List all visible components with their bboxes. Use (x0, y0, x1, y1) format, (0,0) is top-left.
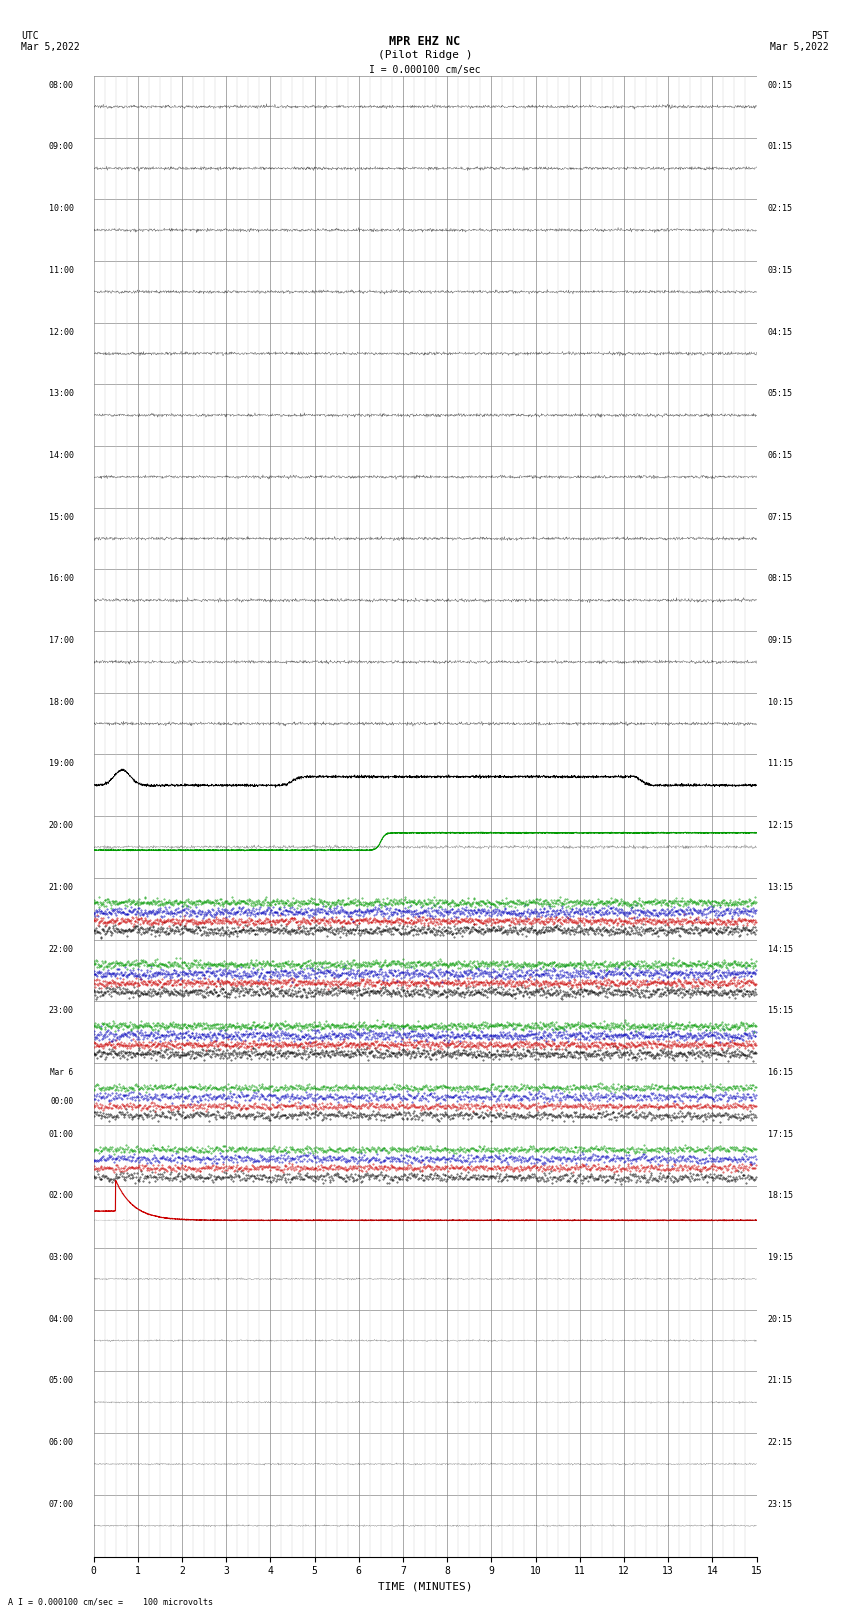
Text: 06:00: 06:00 (48, 1439, 74, 1447)
Text: 10:00: 10:00 (48, 205, 74, 213)
Text: Mar 6: Mar 6 (50, 1068, 74, 1077)
Text: 04:15: 04:15 (768, 327, 792, 337)
Text: 09:15: 09:15 (768, 636, 792, 645)
Text: 08:00: 08:00 (48, 81, 74, 90)
Text: 00:00: 00:00 (50, 1097, 74, 1107)
Text: 23:00: 23:00 (48, 1007, 74, 1015)
Text: 09:00: 09:00 (48, 142, 74, 152)
Text: 07:15: 07:15 (768, 513, 792, 521)
Text: UTC: UTC (21, 31, 39, 40)
Text: 08:15: 08:15 (768, 574, 792, 584)
Text: 19:15: 19:15 (768, 1253, 792, 1261)
Text: 18:15: 18:15 (768, 1192, 792, 1200)
Text: 15:00: 15:00 (48, 513, 74, 521)
Text: 03:00: 03:00 (48, 1253, 74, 1261)
Text: 23:15: 23:15 (768, 1500, 792, 1508)
Text: 21:15: 21:15 (768, 1376, 792, 1386)
Text: 13:00: 13:00 (48, 389, 74, 398)
Text: 00:15: 00:15 (768, 81, 792, 90)
Text: 11:00: 11:00 (48, 266, 74, 274)
Text: 17:15: 17:15 (768, 1129, 792, 1139)
Text: (Pilot Ridge ): (Pilot Ridge ) (377, 50, 473, 60)
Text: 01:15: 01:15 (768, 142, 792, 152)
Text: 15:15: 15:15 (768, 1007, 792, 1015)
Text: 02:00: 02:00 (48, 1192, 74, 1200)
Text: PST: PST (811, 31, 829, 40)
Text: 06:15: 06:15 (768, 452, 792, 460)
Text: 11:15: 11:15 (768, 760, 792, 768)
Text: 01:00: 01:00 (48, 1129, 74, 1139)
Text: Mar 5,2022: Mar 5,2022 (770, 42, 829, 52)
Text: 13:15: 13:15 (768, 882, 792, 892)
Text: 12:15: 12:15 (768, 821, 792, 831)
Text: 07:00: 07:00 (48, 1500, 74, 1508)
Text: 22:15: 22:15 (768, 1439, 792, 1447)
Text: 14:00: 14:00 (48, 452, 74, 460)
Text: MPR EHZ NC: MPR EHZ NC (389, 35, 461, 48)
Text: 20:15: 20:15 (768, 1315, 792, 1324)
Text: 20:00: 20:00 (48, 821, 74, 831)
X-axis label: TIME (MINUTES): TIME (MINUTES) (377, 1582, 473, 1592)
Text: 10:15: 10:15 (768, 698, 792, 706)
Text: I = 0.000100 cm/sec: I = 0.000100 cm/sec (369, 65, 481, 74)
Text: 05:15: 05:15 (768, 389, 792, 398)
Text: Mar 5,2022: Mar 5,2022 (21, 42, 80, 52)
Text: 12:00: 12:00 (48, 327, 74, 337)
Text: 18:00: 18:00 (48, 698, 74, 706)
Text: 04:00: 04:00 (48, 1315, 74, 1324)
Text: 17:00: 17:00 (48, 636, 74, 645)
Text: 22:00: 22:00 (48, 945, 74, 953)
Text: 05:00: 05:00 (48, 1376, 74, 1386)
Text: 21:00: 21:00 (48, 882, 74, 892)
Text: 03:15: 03:15 (768, 266, 792, 274)
Text: 16:00: 16:00 (48, 574, 74, 584)
Text: A I = 0.000100 cm/sec =    100 microvolts: A I = 0.000100 cm/sec = 100 microvolts (8, 1597, 213, 1607)
Text: 14:15: 14:15 (768, 945, 792, 953)
Text: 02:15: 02:15 (768, 205, 792, 213)
Text: 19:00: 19:00 (48, 760, 74, 768)
Text: 16:15: 16:15 (768, 1068, 792, 1077)
